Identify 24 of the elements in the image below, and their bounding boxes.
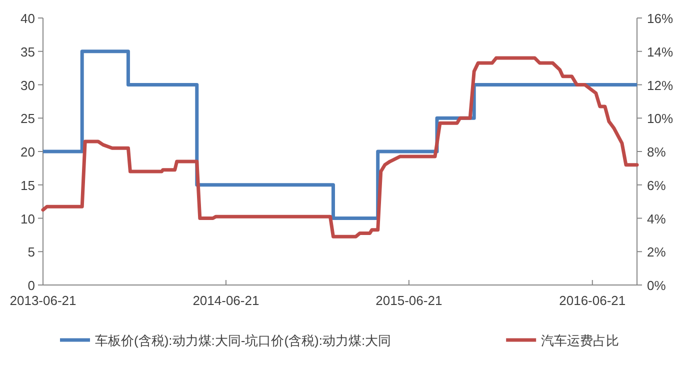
y2-tick-label: 2%	[647, 244, 666, 260]
y2-tick-label: 8%	[647, 144, 666, 160]
y-tick-label: 40	[20, 11, 35, 26]
y2-tick-label: 16%	[647, 11, 674, 26]
y2-tick-label: 10%	[647, 111, 674, 126]
y2-tick-label: 4%	[647, 211, 666, 226]
x-tick-label: 2015-06-21	[376, 293, 442, 308]
y2-tick-label: 0%	[647, 278, 666, 293]
y-tick-label: 15	[20, 178, 35, 193]
y-tick-label: 20	[20, 144, 35, 160]
y-tick-label: 25	[20, 111, 35, 126]
legend-label: 车板价(含税):动力煤:大同-坑口价(含税):动力煤:大同	[95, 333, 392, 348]
y-tick-label: 5	[28, 244, 35, 260]
x-tick-label: 2013-06-21	[10, 293, 76, 308]
y-tick-label: 30	[20, 78, 35, 93]
x-tick-label: 2016-06-21	[559, 293, 626, 308]
legend-label: 汽车运费占比	[541, 333, 620, 348]
y2-tick-label: 12%	[647, 78, 674, 93]
y-tick-label: 10	[20, 211, 35, 226]
x-tick-label: 2014-06-21	[192, 293, 260, 308]
y2-tick-label: 6%	[647, 178, 666, 193]
y-tick-label: 35	[20, 44, 35, 60]
y2-tick-label: 14%	[647, 44, 674, 60]
y-tick-label: 0	[28, 278, 35, 293]
